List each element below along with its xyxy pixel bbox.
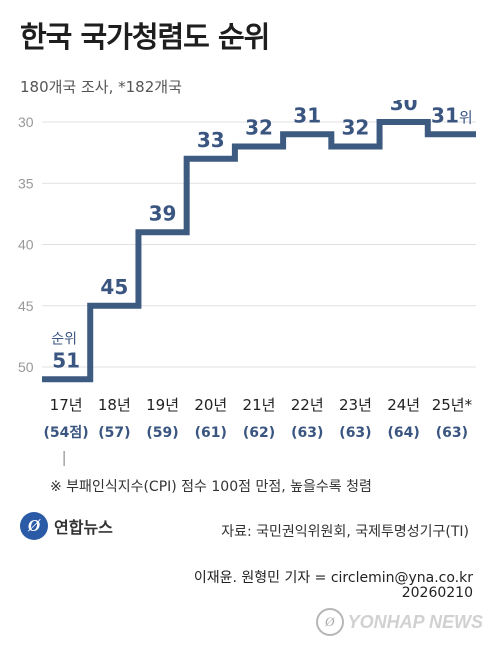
data-label: 32 (342, 116, 370, 140)
x-tick-label: 25년* (432, 396, 473, 414)
data-label: 31 (293, 103, 321, 127)
watermark-icon: Ø (315, 608, 344, 636)
score-label: (62) (243, 425, 275, 441)
data-label: 51 (52, 348, 80, 372)
watermark: Ø YONHAP NEWS (315, 608, 483, 636)
footnote: ※ 부패인식지수(CPI) 점수 100점 만점, 높을수록 청렴 (50, 479, 372, 495)
x-tick-label: 17년 (50, 396, 83, 414)
rank-step-line (42, 119, 476, 383)
x-tick-label: 23년 (339, 396, 372, 414)
x-tick-label: 19년 (146, 396, 179, 414)
logo-text: 연합뉴스 (54, 518, 113, 537)
data-label: 33 (197, 128, 225, 152)
yonhap-logo-icon: Ø (20, 512, 48, 540)
score-label: (63) (339, 425, 371, 441)
y-tick-label: 50 (18, 359, 34, 375)
credit-text: 이재윤. 원형민 기자 = circlemin@yna.co.kr (193, 570, 473, 586)
y-tick-label: 35 (18, 175, 34, 191)
y-tick-label: 30 (18, 114, 34, 130)
data-label: 45 (100, 275, 128, 299)
source-text: 자료: 국민권익위원회, 국제투명성기구(TI) (221, 524, 469, 540)
x-tick-label: 22년 (291, 396, 324, 414)
score-label: (61) (195, 425, 227, 441)
data-label: 32 (245, 116, 273, 140)
score-label: (54점) (44, 424, 89, 441)
chart-subtitle: 180개국 조사, *182개국 (20, 78, 182, 96)
x-tick-label: 24년 (387, 396, 420, 414)
date-text: 20260210 (401, 585, 473, 601)
watermark-text: YONHAP NEWS (347, 611, 483, 632)
data-label: 31위 (431, 103, 473, 127)
x-tick-label: 18년 (98, 396, 131, 414)
x-tick-label: 20년 (194, 396, 227, 414)
rank-prefix-label: 순위 (51, 331, 77, 347)
score-label: (63) (291, 425, 323, 441)
y-tick-label: 45 (18, 298, 34, 314)
score-label: (63) (436, 425, 468, 441)
page-title: 한국 국가청렴도 순위 (20, 20, 270, 54)
score-label: (64) (388, 425, 420, 441)
yonhap-logo: Ø 연합뉴스 (20, 512, 113, 540)
score-label: (57) (98, 425, 130, 441)
data-label: 30 (390, 100, 418, 115)
data-label: 39 (149, 201, 177, 225)
y-tick-label: 40 (18, 237, 34, 253)
score-label: (59) (146, 425, 178, 441)
x-tick-label: 21년 (243, 396, 276, 414)
